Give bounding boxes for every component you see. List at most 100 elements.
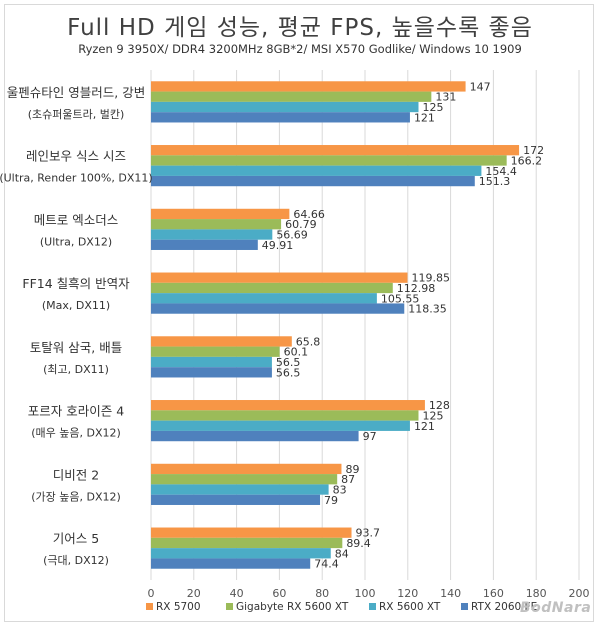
bar — [151, 537, 343, 549]
bar — [151, 282, 393, 294]
bar — [151, 208, 290, 220]
bar — [151, 527, 352, 538]
category-label: 울펜슈타인 영블러드, 강변 — [7, 85, 145, 100]
x-tick-label: 60 — [272, 587, 286, 600]
bar — [151, 346, 280, 357]
data-label: 93.7 — [356, 527, 381, 540]
x-tick-label: 20 — [187, 587, 201, 600]
labels: 0 20 40 60 80 100 120 140 160 180 200147131125121울… — [0, 80, 590, 600]
bar — [151, 81, 466, 92]
data-label: 84 — [335, 547, 349, 560]
data-label: 89 — [345, 463, 359, 476]
chart-subtitle: Ryzen 9 3950X/ DDR4 3200MHz 8GB*2/ MSI X… — [78, 42, 522, 56]
bar — [151, 112, 410, 123]
data-label: 147 — [470, 80, 491, 93]
x-tick-label: 200 — [569, 587, 590, 600]
bar — [151, 303, 405, 314]
bar — [151, 165, 482, 176]
legend-swatch — [369, 603, 376, 610]
x-tick-label: 160 — [483, 587, 504, 600]
chart-title: Full HD 게임 성능, 평균 FPS, 높을수록 좋음 — [67, 15, 533, 41]
bar — [151, 155, 507, 166]
data-label: 56.69 — [276, 229, 308, 242]
bar — [151, 101, 419, 113]
category-detail-label: (Ultra, DX12) — [40, 235, 112, 248]
bodnara-watermark: BodNara — [520, 600, 592, 616]
data-label: 74.4 — [314, 558, 339, 571]
bar — [151, 474, 338, 485]
category-detail-label: (Ultra, Render 100%, DX11) — [0, 172, 153, 185]
bar — [151, 430, 359, 442]
data-label: 105.55 — [381, 292, 420, 305]
bar — [151, 175, 475, 187]
category-label: 레인보우 식스 시즈 — [26, 149, 126, 164]
data-label: 60.79 — [285, 218, 317, 231]
category-label: 메트로 엑소더스 — [34, 212, 118, 227]
data-label: 83 — [333, 484, 347, 497]
bars — [151, 81, 520, 569]
data-label: 125 — [423, 101, 444, 114]
x-tick-label: 80 — [315, 587, 329, 600]
data-label: 64.66 — [293, 208, 325, 221]
bar — [151, 400, 425, 411]
data-label: 97 — [363, 430, 377, 443]
category-label: 토탈워 삼국, 배틀 — [30, 340, 122, 355]
bar — [151, 410, 419, 421]
category-detail-label: (Max, DX11) — [42, 299, 110, 312]
bar — [151, 229, 273, 240]
bar — [151, 484, 329, 495]
data-label: 112.98 — [397, 282, 436, 295]
x-tick-label: 140 — [440, 587, 461, 600]
category-detail-label: (극대, DX12) — [43, 554, 109, 567]
bar — [151, 494, 321, 505]
legend-label: RTX 2060 FE — [471, 601, 537, 613]
data-label: 60.1 — [284, 346, 309, 359]
data-label: 131 — [435, 91, 456, 104]
legend-swatch — [146, 603, 153, 610]
x-tick-label: 40 — [230, 587, 244, 600]
legend-label: Gigabyte RX 5600 XT — [236, 601, 349, 613]
data-label: 49.91 — [262, 239, 294, 252]
legend-label: RX 5600 XT — [379, 601, 441, 613]
data-label: 151.3 — [479, 175, 511, 188]
bar — [151, 420, 410, 431]
data-label: 125 — [423, 409, 444, 422]
data-label: 119.85 — [411, 272, 450, 285]
category-detail-label: (초슈퍼울트라, 벌칸) — [28, 108, 125, 121]
data-label: 89.4 — [346, 537, 371, 550]
x-tick-label: 180 — [526, 587, 547, 600]
data-label: 128 — [429, 399, 450, 412]
category-label: 기어스 5 — [53, 531, 99, 546]
data-label: 166.2 — [511, 154, 542, 167]
bar — [151, 367, 272, 378]
x-tick-label: 100 — [355, 587, 376, 600]
bar — [151, 91, 432, 102]
bar — [151, 463, 342, 475]
data-label: 121 — [414, 111, 435, 124]
chart-frame — [4, 4, 594, 622]
category-detail-label: (최고, DX11) — [43, 363, 109, 376]
legend-swatch — [461, 603, 468, 610]
x-tick-label: 0 — [148, 587, 155, 600]
category-detail-label: (매우 높음, DX12) — [31, 427, 121, 440]
data-label: 172 — [523, 144, 544, 157]
bar — [151, 293, 377, 304]
category-label: FF14 칠흑의 반역자 — [22, 276, 130, 291]
bar — [151, 336, 292, 347]
x-tick-label: 120 — [397, 587, 418, 600]
bar — [151, 356, 272, 368]
bar — [151, 145, 520, 156]
bar — [151, 548, 331, 559]
bar — [151, 558, 311, 569]
legend-swatch — [226, 603, 233, 610]
data-label: 154.4 — [485, 165, 517, 178]
bar — [151, 239, 258, 250]
data-label: 121 — [414, 420, 435, 433]
legend-label: RX 5700 — [156, 601, 201, 613]
bar — [151, 219, 282, 230]
bar — [151, 272, 408, 283]
data-label: 56.5 — [276, 356, 301, 369]
category-detail-label: (가장 높음, DX12) — [31, 490, 121, 503]
data-label: 56.5 — [276, 366, 301, 379]
legend: RX 5700 Gigabyte RX 5600 XT RX 5600 XT RTX … — [146, 601, 537, 613]
